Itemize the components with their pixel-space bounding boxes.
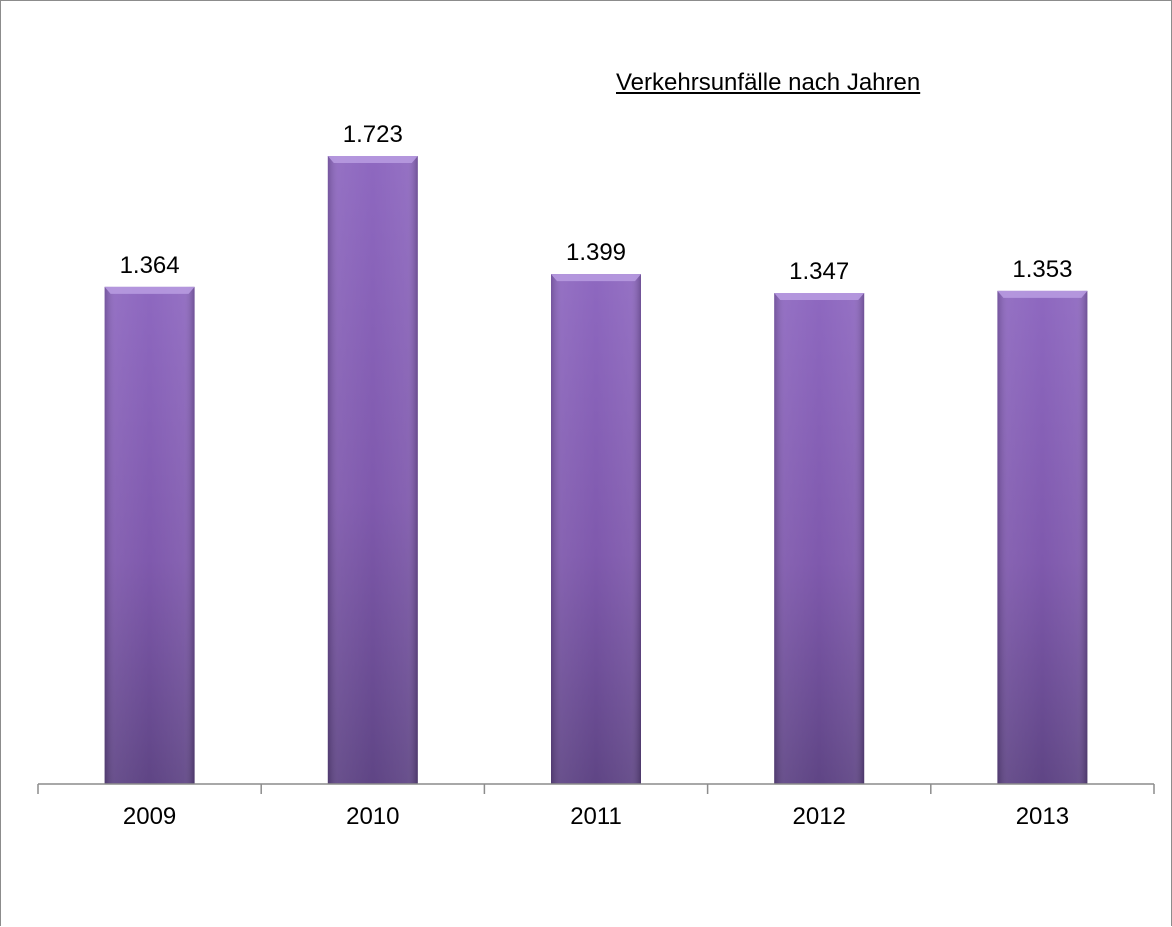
bar-2013 <box>997 290 1088 784</box>
x-tick-label-2010: 2010 <box>346 803 399 830</box>
bar-2011 <box>551 274 641 784</box>
bar-2010 <box>327 156 418 784</box>
chart-title: Verkehrsunfälle nach Jahren <box>616 69 921 96</box>
bar-2012 <box>774 293 865 784</box>
data-label-2011: 1.399 <box>566 239 626 266</box>
bar-2009 <box>104 286 195 784</box>
x-tick-label-2011: 2011 <box>570 803 622 830</box>
x-tick-label-2013: 2013 <box>1016 803 1069 830</box>
data-label-2009: 1.364 <box>120 252 180 279</box>
x-tick-label-2012: 2012 <box>793 803 846 830</box>
data-label-2010: 1.723 <box>343 121 403 148</box>
data-label-2013: 1.353 <box>1012 256 1072 283</box>
x-tick-label-2009: 2009 <box>123 803 176 830</box>
data-label-2012: 1.347 <box>789 258 849 285</box>
